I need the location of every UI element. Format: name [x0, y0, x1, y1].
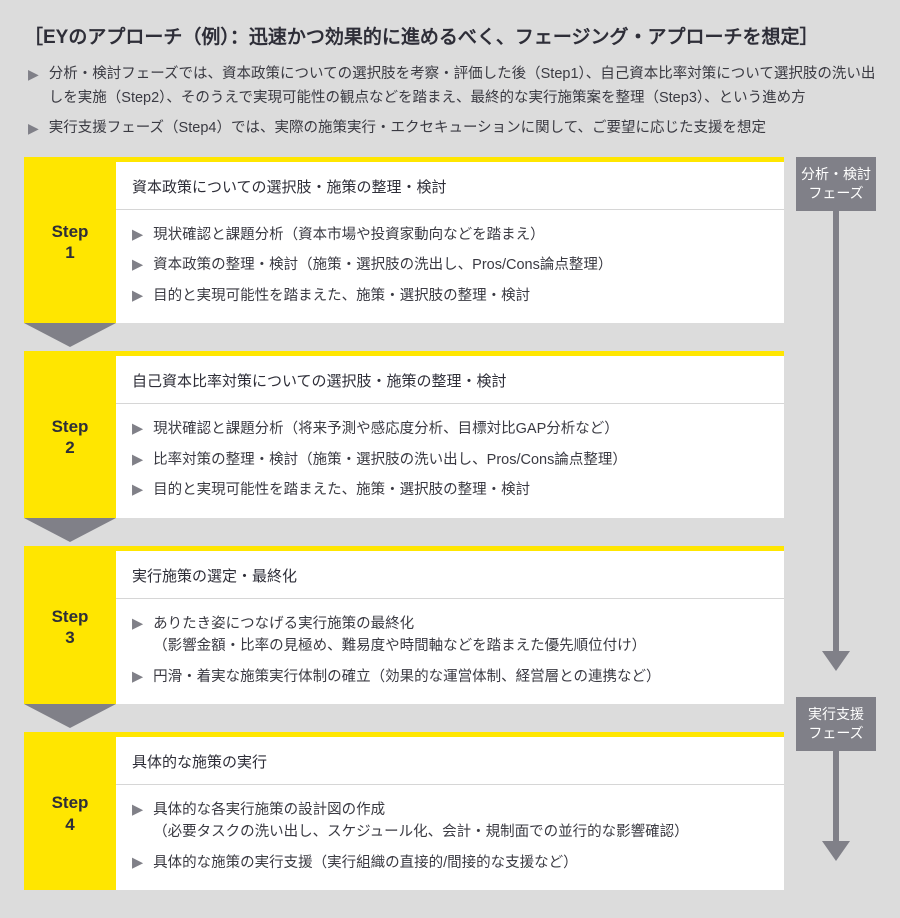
bullet-marker-icon: ▶ [132, 449, 143, 471]
step-item: ▶ 目的と実現可能性を踏まえた、施策・選択肢の整理・検討 [132, 475, 768, 505]
infographic-container: ［EYのアプローチ（例）：迅速かつ効果的に進めるべく、フェージング・アプローチを… [0, 0, 900, 918]
intro-text: 実行支援フェーズ（Step4）では、実際の施策実行・エクセキューションに関して、… [49, 117, 876, 141]
step-label-num: 1 [65, 242, 74, 263]
intro-text: 分析・検討フェーズでは、資本政策についての選択肢を考察・評価した後（Step1）… [49, 63, 876, 111]
bullet-marker-icon: ▶ [28, 117, 39, 141]
step-item: ▶ 現状確認と課題分析（将来予測や感応度分析、目標対比GAP分析など） [132, 414, 768, 444]
step-label-word: Step [52, 416, 89, 437]
step-heading: 実行施策の選定・最終化 [116, 551, 784, 599]
bullet-marker-icon: ▶ [132, 852, 143, 874]
phase-label-line2: フェーズ [808, 725, 863, 741]
bullet-marker-icon: ▶ [132, 285, 143, 307]
step-heading: 具体的な施策の実行 [116, 737, 784, 785]
step-item: ▶ありたき姿につなげる実行施策の最終化（影響金額・比率の見極め、難易度や時間軸な… [132, 609, 768, 662]
step-item-text: 資本政策の整理・検討（施策・選択肢の洗出し、Pros/Cons論点整理） [153, 254, 768, 276]
step-item-text: 具体的な各実行施策の設計図の作成（必要タスクの洗い出し、スケジュール化、会計・規… [153, 799, 768, 844]
phase-gap [796, 669, 876, 697]
step-item-text: ありたき姿につなげる実行施策の最終化（影響金額・比率の見極め、難易度や時間軸など… [153, 613, 768, 658]
step-block-4: Step 4 具体的な施策の実行 ▶具体的な各実行施策の設計図の作成（必要タスク… [24, 732, 784, 890]
step-label-word: Step [52, 221, 89, 242]
step-heading: 資本政策についての選択肢・施策の整理・検討 [116, 162, 784, 210]
steps-layout: Step 1 資本政策についての選択肢・施策の整理・検討 ▶ 現状確認と課題分析（… [24, 157, 876, 891]
step-item: ▶ 現状確認と課題分析（資本市場や投資家動向などを踏まえ） [132, 220, 768, 250]
step-item: ▶ 円滑・着実な施策実行体制の確立（効果的な運営体制、経営層との連携など） [132, 662, 768, 692]
step-item-text: 具体的な施策の実行支援（実行組織の直接的/間接的な支援など） [153, 852, 768, 874]
step-label: Step 3 [24, 551, 116, 704]
step-connector-arrow-icon [24, 323, 116, 351]
phase-label-line2: フェーズ [808, 185, 863, 201]
step-item-text: 現状確認と課題分析（資本市場や投資家動向などを踏まえ） [153, 224, 768, 246]
phase-arrow-icon [796, 751, 876, 891]
step-connector-arrow-icon [24, 704, 116, 732]
step-body: 自己資本比率対策についての選択肢・施策の整理・検討 ▶ 現状確認と課題分析（将来予… [116, 356, 784, 517]
step-items: ▶具体的な各実行施策の設計図の作成（必要タスクの洗い出し、スケジュール化、会計・… [116, 785, 784, 890]
step-item-text: 比率対策の整理・検討（施策・選択肢の洗い出し、Pros/Cons論点整理） [153, 449, 768, 471]
phase-arrow-icon [796, 211, 876, 671]
step-label-word: Step [52, 606, 89, 627]
step-item-text: 円滑・着実な施策実行体制の確立（効果的な運営体制、経営層との連携など） [153, 666, 768, 688]
bullet-marker-icon: ▶ [132, 254, 143, 276]
phase-column: 分析・検討 フェーズ 実行支援 フェーズ [796, 157, 876, 891]
step-label-num: 2 [65, 437, 74, 458]
main-title: ［EYのアプローチ（例）：迅速かつ効果的に進めるべく、フェージング・アプローチを… [24, 22, 876, 49]
intro-item: ▶ 実行支援フェーズ（Step4）では、実際の施策実行・エクセキューションに関し… [28, 117, 876, 141]
step-item-text: 目的と実現可能性を踏まえた、施策・選択肢の整理・検討 [153, 479, 768, 501]
step-label: Step 2 [24, 356, 116, 517]
phase-label-line1: 実行支援 [808, 706, 864, 722]
step-item-text: 目的と実現可能性を踏まえた、施策・選択肢の整理・検討 [153, 285, 768, 307]
step-label: Step 4 [24, 737, 116, 890]
step-item: ▶ 目的と実現可能性を踏まえた、施策・選択肢の整理・検討 [132, 281, 768, 311]
step-body: 具体的な施策の実行 ▶具体的な各実行施策の設計図の作成（必要タスクの洗い出し、ス… [116, 737, 784, 890]
step-label-word: Step [52, 792, 89, 813]
intro-item: ▶ 分析・検討フェーズでは、資本政策についての選択肢を考察・評価した後（Step… [28, 63, 876, 111]
phase-label-execution: 実行支援 フェーズ [796, 697, 876, 751]
phase-label-analysis: 分析・検討 フェーズ [796, 157, 876, 211]
step-item: ▶ 具体的な施策の実行支援（実行組織の直接的/間接的な支援など） [132, 848, 768, 878]
bullet-marker-icon: ▶ [132, 666, 143, 688]
bullet-marker-icon: ▶ [132, 418, 143, 440]
step-items: ▶ 現状確認と課題分析（将来予測や感応度分析、目標対比GAP分析など） ▶ 比率対策… [116, 404, 784, 517]
phase-label-line1: 分析・検討 [801, 166, 871, 182]
bullet-marker-icon: ▶ [132, 799, 143, 844]
step-label-num: 3 [65, 627, 74, 648]
steps-column: Step 1 資本政策についての選択肢・施策の整理・検討 ▶ 現状確認と課題分析（… [24, 157, 784, 891]
step-items: ▶ありたき姿につなげる実行施策の最終化（影響金額・比率の見極め、難易度や時間軸な… [116, 599, 784, 704]
step-item: ▶具体的な各実行施策の設計図の作成（必要タスクの洗い出し、スケジュール化、会計・… [132, 795, 768, 848]
bullet-marker-icon: ▶ [132, 613, 143, 658]
bullet-marker-icon: ▶ [28, 63, 39, 111]
step-block-2: Step 2 自己資本比率対策についての選択肢・施策の整理・検討 ▶ 現状確認と課… [24, 351, 784, 517]
step-item: ▶ 比率対策の整理・検討（施策・選択肢の洗い出し、Pros/Cons論点整理） [132, 445, 768, 475]
step-label-num: 4 [65, 814, 74, 835]
bullet-marker-icon: ▶ [132, 479, 143, 501]
step-items: ▶ 現状確認と課題分析（資本市場や投資家動向などを踏まえ） ▶ 資本政策の整理・検討… [116, 210, 784, 323]
bullet-marker-icon: ▶ [132, 224, 143, 246]
intro-block: ▶ 分析・検討フェーズでは、資本政策についての選択肢を考察・評価した後（Step… [24, 63, 876, 141]
phase-group-execution: 実行支援 フェーズ [796, 697, 876, 891]
step-body: 実行施策の選定・最終化 ▶ありたき姿につなげる実行施策の最終化（影響金額・比率の… [116, 551, 784, 704]
phase-group-analysis: 分析・検討 フェーズ [796, 157, 876, 669]
step-label: Step 1 [24, 162, 116, 323]
step-connector-arrow-icon [24, 518, 116, 546]
step-item-text: 現状確認と課題分析（将来予測や感応度分析、目標対比GAP分析など） [153, 418, 768, 440]
step-heading: 自己資本比率対策についての選択肢・施策の整理・検討 [116, 356, 784, 404]
step-block-3: Step 3 実行施策の選定・最終化 ▶ありたき姿につなげる実行施策の最終化（影… [24, 546, 784, 704]
step-body: 資本政策についての選択肢・施策の整理・検討 ▶ 現状確認と課題分析（資本市場や投資… [116, 162, 784, 323]
step-item: ▶ 資本政策の整理・検討（施策・選択肢の洗出し、Pros/Cons論点整理） [132, 250, 768, 280]
step-block-1: Step 1 資本政策についての選択肢・施策の整理・検討 ▶ 現状確認と課題分析（… [24, 157, 784, 323]
